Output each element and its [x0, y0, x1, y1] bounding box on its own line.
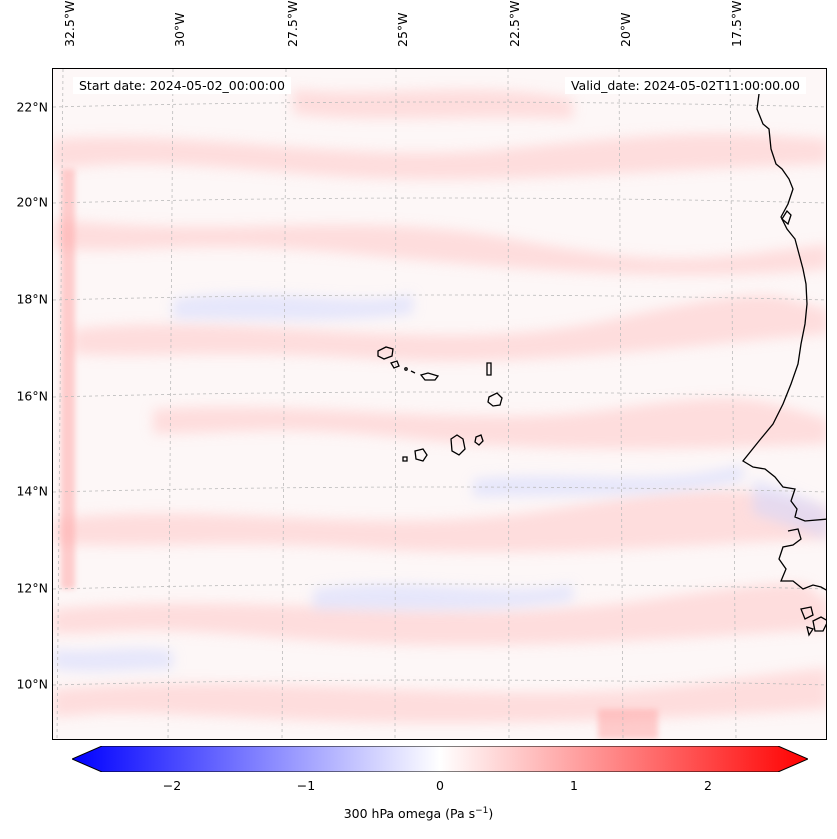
- colorbar-tick-minus-2: −2: [162, 778, 182, 793]
- lon-label-32-5w: 32.5°W: [62, 0, 77, 47]
- lat-label-18n: 18°N: [16, 291, 48, 307]
- lon-label-20w: 20°W: [618, 12, 633, 47]
- african-coastline: [742, 80, 826, 637]
- lon-label-22-5w: 22.5°W: [507, 0, 522, 47]
- lon-label-30w: 30°W: [172, 12, 187, 47]
- valid-date-label: Valid_date: 2024-05-02T11:00:00.00: [564, 77, 806, 94]
- colorbar-label-exponent: −1: [475, 806, 489, 816]
- graticule: [53, 69, 826, 739]
- lon-label-27-5w: 27.5°W: [285, 0, 300, 47]
- colorbar-label-text: 300 hPa omega (Pa s: [343, 806, 476, 822]
- lat-label-22n: 22°N: [16, 99, 48, 115]
- colorbar-label-close: ): [488, 806, 494, 822]
- colorbar-tick-2: 2: [704, 778, 712, 793]
- lat-label-10n: 10°N: [16, 676, 48, 692]
- cape-verde-islands: [377, 346, 503, 462]
- colorbar-tick-0: 0: [436, 778, 444, 793]
- lon-label-25w: 25°W: [395, 12, 410, 47]
- start-date-label: Start date: 2024-05-02_00:00:00: [73, 77, 291, 94]
- lon-label-17-5w: 17.5°W: [729, 0, 744, 47]
- colorbar-label: 300 hPa omega (Pa s−1): [0, 806, 837, 821]
- omega-field-plot: [53, 69, 826, 739]
- omega-positive-bands: [53, 89, 826, 724]
- lat-label-16n: 16°N: [16, 388, 48, 404]
- omega-colorbar: [72, 746, 808, 772]
- lat-label-20n: 20°N: [16, 194, 48, 210]
- lat-label-14n: 14°N: [16, 483, 48, 499]
- colorbar-tick-1: 1: [570, 778, 578, 793]
- colorbar-tick-minus-1: −1: [296, 778, 316, 793]
- omega-left-edge-strip: [61, 169, 658, 739]
- omega-map-panel: Start date: 2024-05-02_00:00:00 Valid_da…: [52, 68, 827, 740]
- omega-negative-bands: [53, 294, 826, 672]
- lat-label-12n: 12°N: [16, 580, 48, 596]
